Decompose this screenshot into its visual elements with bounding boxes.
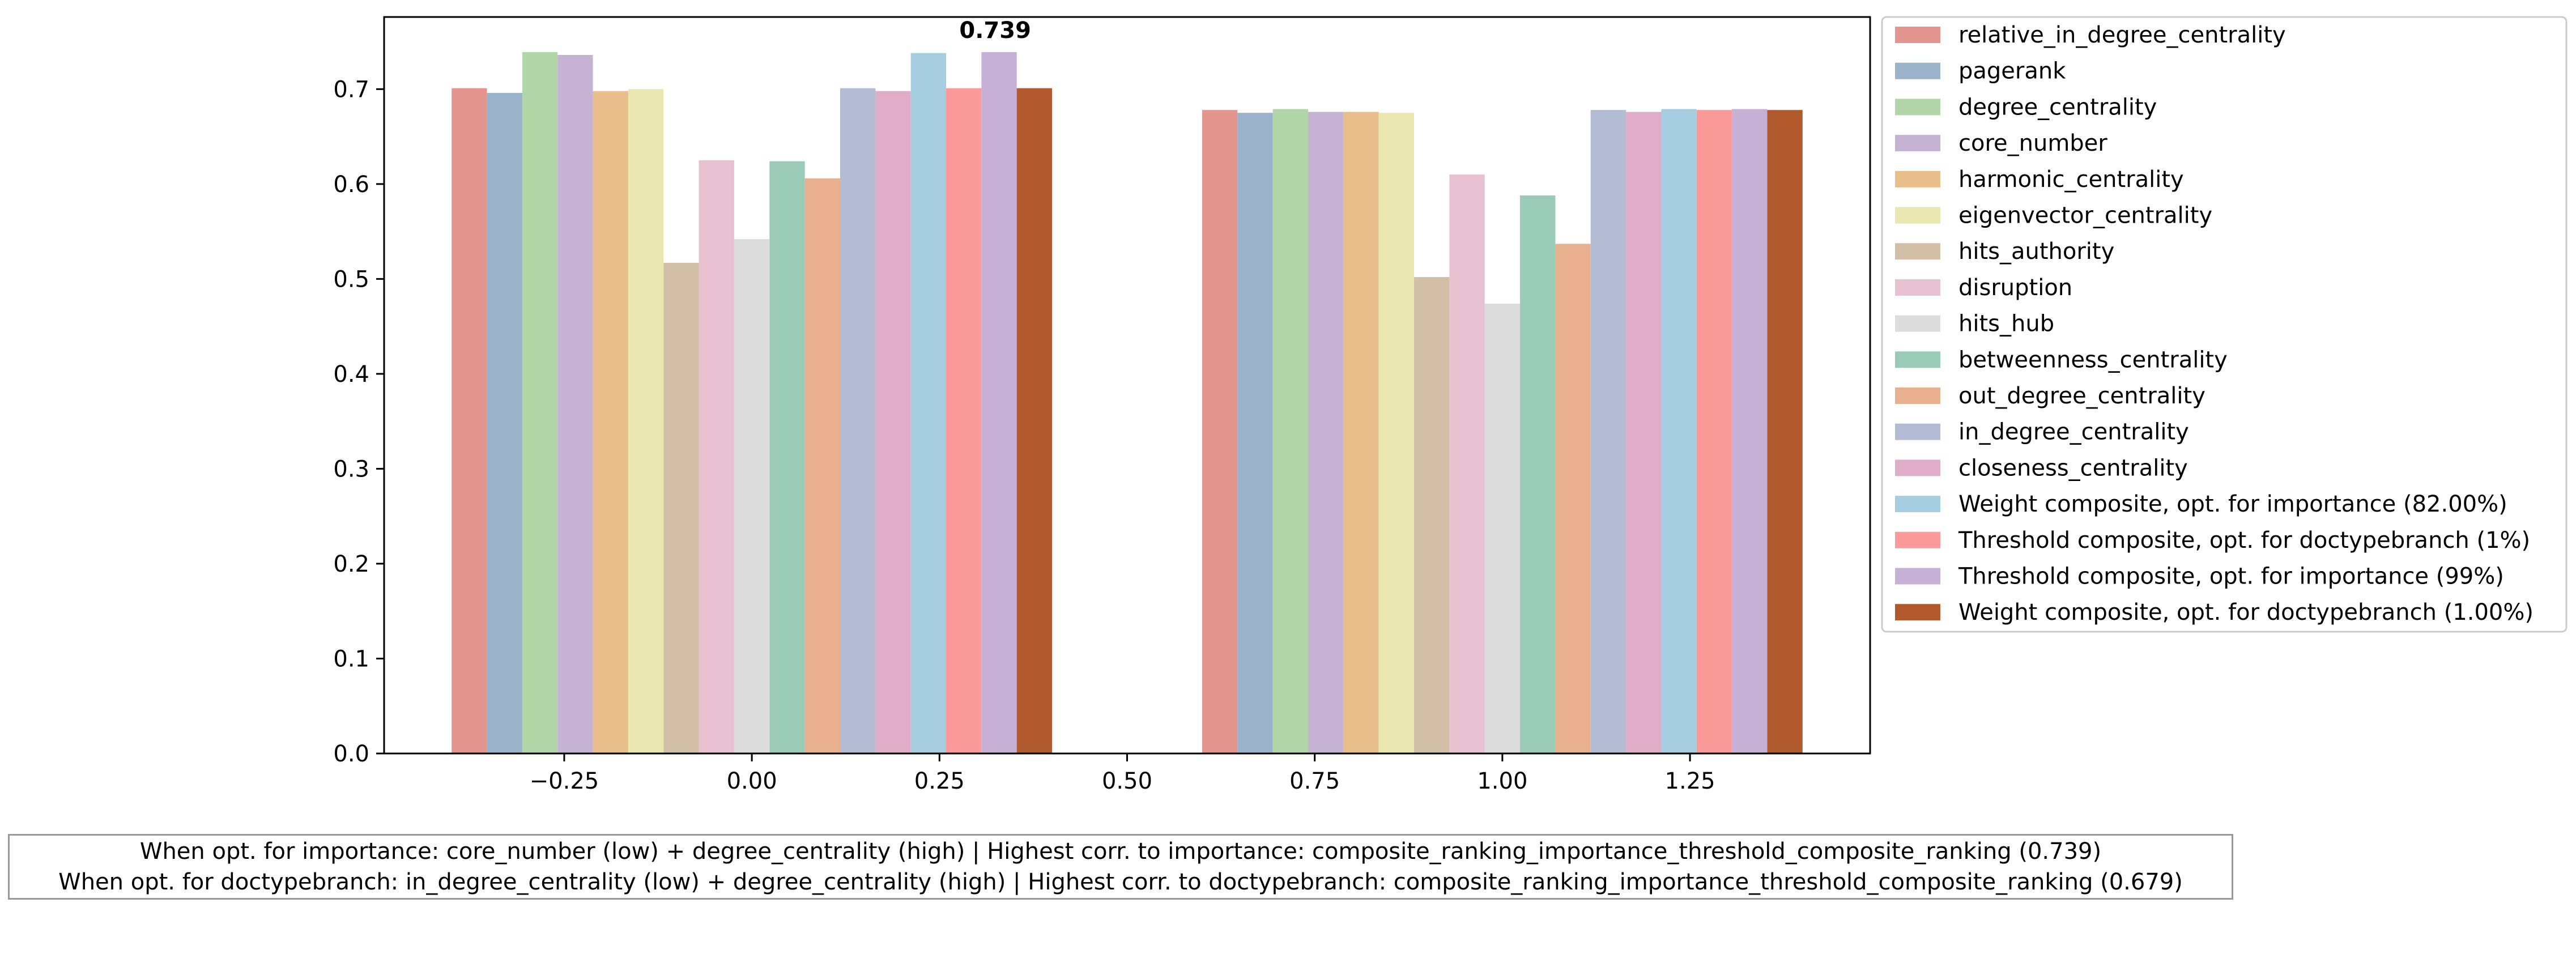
legend-swatch xyxy=(1895,62,1940,79)
legend-swatch xyxy=(1895,315,1940,332)
legend-swatch xyxy=(1895,388,1940,404)
legend-label: hits_hub xyxy=(1958,311,2054,337)
legend-swatch xyxy=(1895,496,1940,513)
bar-15-0 xyxy=(981,52,1017,754)
bar-14-0 xyxy=(946,88,982,754)
legend-swatch xyxy=(1895,279,1940,296)
x-tick-label: 1.25 xyxy=(1665,768,1715,794)
annotations-layer: 0.739 xyxy=(959,18,1031,44)
legend-label: core_number xyxy=(1958,130,2107,156)
bar-12-1 xyxy=(1626,112,1662,754)
bar-7-1 xyxy=(1449,174,1485,753)
bar-1-1 xyxy=(1237,113,1273,753)
legend-swatch xyxy=(1895,243,1940,260)
x-tick-label: −0.25 xyxy=(530,768,599,794)
legend-label: betweenness_centrality xyxy=(1958,347,2228,373)
legend-swatch xyxy=(1895,171,1940,188)
legend-label: out_degree_centrality xyxy=(1958,383,2205,409)
legend-frame xyxy=(1881,16,2568,633)
legend-swatch xyxy=(1895,27,1940,43)
legend-items: relative_in_degree_centrality pagerank deg… xyxy=(1895,22,2534,625)
bar-8-0 xyxy=(734,239,770,753)
bar-11-1 xyxy=(1590,110,1627,753)
legend-label: Weight composite, opt. for doctypebranch… xyxy=(1958,599,2534,625)
x-tick-label: 0.50 xyxy=(1102,768,1152,794)
legend-swatch xyxy=(1895,351,1940,368)
legend-label: eigenvector_centrality xyxy=(1958,203,2212,229)
bar-16-0 xyxy=(1016,88,1053,754)
bar-10-1 xyxy=(1555,244,1591,753)
legend-swatch xyxy=(1895,459,1940,476)
x-axis: −0.25 0.00 0.25 0.50 0.75 1.00 1.25 xyxy=(530,753,1715,794)
summary-line-importance: When opt. for importance: core_number (l… xyxy=(139,838,2102,865)
bar-chart: −0.25 0.00 0.25 0.50 0.75 1.00 1.25 0.00.10.20… xyxy=(333,16,2568,794)
legend-label: pagerank xyxy=(1958,58,2066,84)
bar-8-1 xyxy=(1484,303,1521,753)
bar-7-0 xyxy=(699,160,734,754)
bar-11-0 xyxy=(840,88,876,754)
y-tick-label: 0.3 xyxy=(333,456,369,482)
x-tick-label: 0.75 xyxy=(1289,768,1340,794)
bar-3-0 xyxy=(557,55,593,754)
legend-label: harmonic_centrality xyxy=(1958,167,2184,193)
bar-13-0 xyxy=(910,53,947,753)
y-tick-label: 0.6 xyxy=(333,172,369,198)
summary-box: When opt. for importance: core_number (l… xyxy=(8,834,2233,900)
bar-3-1 xyxy=(1308,112,1344,754)
legend-label: degree_centrality xyxy=(1958,94,2157,120)
legend-label: Weight composite, opt. for importance (8… xyxy=(1958,491,2507,517)
legend-label: closeness_centrality xyxy=(1958,455,2188,481)
y-tick-label: 0.0 xyxy=(333,741,369,767)
legend-swatch xyxy=(1895,531,1940,548)
legend-swatch xyxy=(1895,207,1940,224)
legend-label: Threshold composite, opt. for importance… xyxy=(1958,564,2504,590)
bar-10-0 xyxy=(804,178,840,753)
legend-swatch xyxy=(1895,99,1940,116)
y-tick-label: 0.4 xyxy=(333,361,369,388)
legend-swatch xyxy=(1895,568,1940,585)
bar-12-0 xyxy=(875,91,911,753)
y-tick-label: 0.2 xyxy=(333,551,369,577)
x-tick-label: 0.00 xyxy=(727,768,777,794)
y-tick-label: 0.5 xyxy=(333,266,369,292)
legend-swatch xyxy=(1895,423,1940,440)
bar-5-0 xyxy=(628,89,664,753)
bar-6-1 xyxy=(1414,277,1450,753)
legend-swatch xyxy=(1895,135,1940,152)
legend-label: relative_in_degree_centrality xyxy=(1958,22,2286,48)
bar-0-0 xyxy=(452,88,487,754)
bar-2-0 xyxy=(522,52,558,754)
bar-0-1 xyxy=(1202,110,1238,753)
y-tick-label: 0.1 xyxy=(333,646,369,672)
legend-label: Threshold composite, opt. for doctypebra… xyxy=(1958,527,2530,553)
max-value-label: 0.739 xyxy=(959,18,1031,44)
x-tick-label: 0.25 xyxy=(914,768,965,794)
x-tick-label: 1.00 xyxy=(1477,768,1527,794)
summary-line-doctypebranch: When opt. for doctypebranch: in_degree_c… xyxy=(58,869,2183,895)
bar-13-1 xyxy=(1661,109,1697,753)
legend-label: in_degree_centrality xyxy=(1958,419,2189,445)
bar-15-1 xyxy=(1732,109,1768,753)
bar-1-0 xyxy=(487,93,522,753)
bar-5-1 xyxy=(1378,113,1415,753)
legend-label: disruption xyxy=(1958,275,2072,301)
bar-16-1 xyxy=(1767,110,1803,753)
legend-swatch xyxy=(1895,604,1940,621)
bars-layer xyxy=(452,52,1803,754)
y-axis: 0.0 0.1 0.2 0.3 0.4 0.5 0.6 0.7 xyxy=(333,76,384,767)
legend-label: hits_authority xyxy=(1958,239,2114,265)
y-tick-label: 0.7 xyxy=(333,76,369,103)
bar-6-0 xyxy=(663,262,699,754)
bar-4-0 xyxy=(593,91,628,753)
bar-2-1 xyxy=(1272,109,1308,753)
bar-14-1 xyxy=(1696,110,1732,753)
bar-9-0 xyxy=(769,161,805,753)
bar-9-1 xyxy=(1520,195,1556,753)
bar-4-1 xyxy=(1343,112,1379,754)
legend: relative_in_degree_centrality pagerank deg… xyxy=(1881,16,2568,633)
